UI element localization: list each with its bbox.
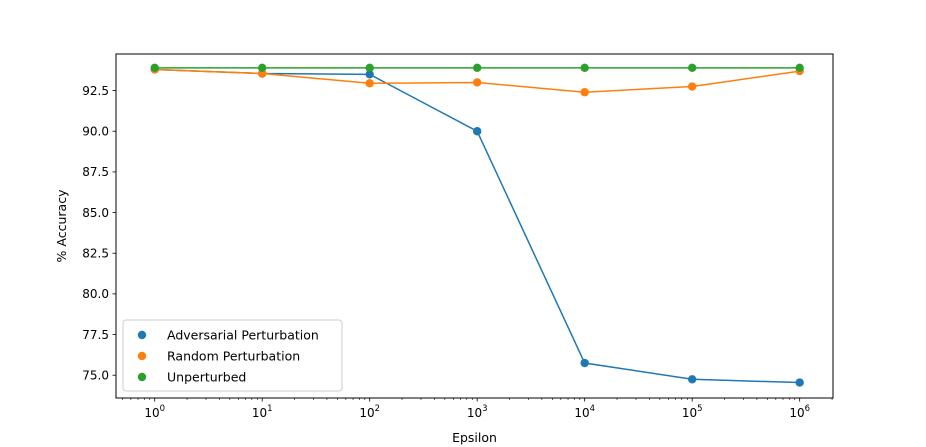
y-axis: 75.0 77.5 80.0 82.5 85.0 87.5 90.0 92.5	[82, 84, 116, 383]
data-point-0-2	[365, 70, 374, 79]
data-point-0-6	[795, 378, 804, 387]
plot-area	[150, 63, 804, 387]
legend-label-2: Unperturbed	[167, 370, 246, 385]
y-axis-label: % Accuracy	[54, 189, 69, 263]
legend-marker-2	[137, 372, 147, 382]
y-tick-label-3: 82.5	[82, 247, 109, 261]
data-point-2-1	[257, 63, 267, 73]
y-tick-label-6: 90.0	[82, 125, 109, 139]
data-point-2-4	[580, 63, 589, 73]
legend-label-0: Adversarial Perturbation	[167, 328, 319, 343]
data-point-0-4	[580, 358, 589, 368]
data-point-0-3	[472, 127, 482, 136]
y-tick-label-5: 87.5	[82, 165, 109, 179]
x-tick-label-6: 106	[789, 404, 810, 420]
y-tick-label-0: 75.0	[82, 369, 109, 383]
legend-marker-0	[137, 330, 147, 340]
x-tick-label-0: 100	[144, 404, 165, 420]
data-point-1-4	[580, 88, 589, 97]
x-tick-label-3: 103	[467, 404, 488, 420]
data-point-0-5	[687, 375, 697, 384]
y-tick-label-1: 77.5	[82, 328, 109, 342]
data-point-1-2	[365, 79, 374, 88]
y-tick-label-2: 80.0	[82, 287, 109, 301]
x-axis: 100 101 102 103 104 105 106	[122, 398, 833, 420]
data-point-2-3	[472, 63, 482, 73]
data-point-2-6	[795, 63, 804, 73]
data-point-1-3	[472, 78, 482, 87]
x-tick-label-2: 102	[359, 404, 380, 420]
y-tick-label-7: 92.5	[82, 84, 109, 98]
data-point-2-2	[365, 63, 374, 73]
data-point-1-5	[687, 82, 697, 91]
legend-box	[122, 319, 343, 392]
x-tick-label-5: 105	[682, 404, 703, 420]
legend-label-1: Random Perturbation	[167, 349, 300, 364]
data-point-2-5	[687, 63, 697, 73]
legend-marker-1	[137, 351, 147, 361]
x-tick-label-4: 104	[574, 404, 595, 420]
data-point-2-0	[150, 63, 159, 73]
axes-frame	[115, 53, 834, 399]
y-tick-label-4: 85.0	[82, 206, 109, 220]
x-axis-label: Epsilon	[452, 430, 497, 445]
legend: Adversarial Perturbation Random Perturbat…	[122, 319, 343, 392]
x-tick-label-1: 101	[252, 404, 273, 420]
